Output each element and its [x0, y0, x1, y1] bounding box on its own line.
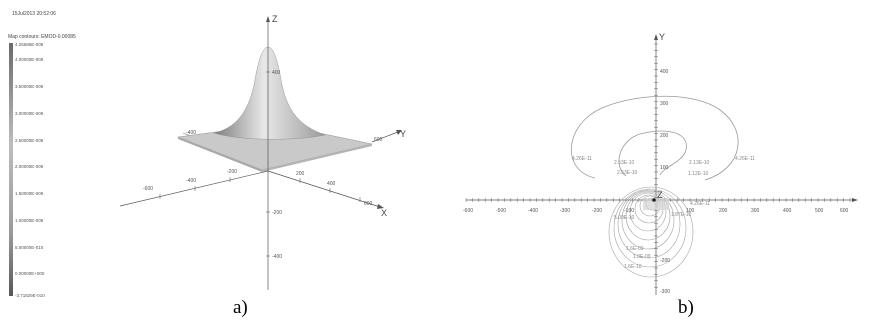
- x-axis-arrow: [377, 204, 384, 209]
- legend-label: 1.50000E-009: [15, 191, 44, 196]
- neg-x-tick-label: -400: [186, 178, 196, 184]
- contour-label: 1.0E-09: [633, 254, 651, 260]
- contour-label: 1.87E-10: [671, 212, 692, 218]
- neg-z-tick-label: -400: [272, 254, 282, 260]
- contour-label: 4.26E-11: [572, 156, 592, 162]
- legend-label: 1.00000E-009: [15, 218, 44, 223]
- contour-inner-upper: [618, 130, 687, 177]
- x-tick-label: 200: [296, 171, 305, 177]
- legend-label: 4.25686E-009: [15, 42, 44, 47]
- z-axis-label: Z: [272, 14, 278, 24]
- x-tick-label: 400: [327, 181, 336, 187]
- y-tick-label: -300: [660, 289, 670, 295]
- y-axis-label: Y: [400, 129, 406, 139]
- x-tick-label: -200: [592, 208, 602, 214]
- legend-label: 2.50000E-009: [15, 138, 44, 143]
- y-tick-label: -200: [660, 258, 670, 264]
- contour-label: 1.6E-09: [626, 246, 644, 252]
- x-tick-label: 600: [364, 201, 373, 207]
- x-tick-label: -100: [624, 208, 634, 214]
- x-tick-label: 500: [815, 208, 824, 214]
- legend-label: 4.00000E-009: [15, 57, 44, 62]
- x-tick-label: -400: [528, 208, 538, 214]
- legend-label: -3.71829E-010: [15, 293, 45, 298]
- x-tick-label: 200: [719, 208, 728, 214]
- x-axis-arrow: [852, 198, 858, 202]
- neg-x-tick-label: -600: [143, 186, 153, 192]
- x-tick-label: 100: [686, 208, 695, 214]
- y-tick-label: 100: [660, 165, 669, 171]
- neg-x-axis: [119, 170, 269, 207]
- contour-core: [643, 198, 669, 210]
- surface-peak: [213, 46, 326, 140]
- x-axis-label: X: [381, 208, 387, 218]
- caption-a: a): [233, 297, 248, 318]
- contour-label: 5.00E-10: [614, 215, 635, 221]
- legend-color-bar: [9, 43, 13, 296]
- x-axis-ticks: [465, 198, 851, 202]
- legend-label: 0.00000E+000: [15, 271, 45, 276]
- x-tick-label: 300: [751, 208, 760, 214]
- y-axis-arrow: [654, 34, 658, 40]
- contour-label: 2.13E-10: [689, 160, 710, 166]
- contour-label: 1.6E-10: [624, 264, 642, 270]
- timestamp: 15Jul2013 20:52:06: [12, 11, 56, 17]
- z-tick-label: 400: [272, 70, 281, 76]
- x-axis: [267, 170, 381, 208]
- z-axis-arrow: [266, 16, 270, 22]
- contour-label: 1.12E-10: [688, 171, 709, 177]
- neg-y-tick-label: -400: [186, 130, 196, 136]
- z-axis-label: Z: [657, 190, 663, 200]
- y-axis: [371, 131, 399, 143]
- x-tick-label: -500: [496, 208, 506, 214]
- y-tick-label: 300: [660, 101, 669, 107]
- contour-label: 4.26E-11: [735, 156, 755, 162]
- x-tick-label: 600: [840, 208, 849, 214]
- legend-label: 2.00000E-009: [15, 164, 44, 169]
- neg-z-tick-label: -200: [272, 210, 282, 216]
- origin-marker: [652, 198, 656, 202]
- surface-3d-plot: Z X Y 200 400 600 -200 -400 -600 600 -40…: [119, 14, 406, 290]
- legend-label: 3.00000E-009: [15, 111, 44, 116]
- surface-edge: [262, 144, 372, 172]
- legend-title: Map contours: EMOD-0.00085: [8, 34, 76, 40]
- legend-label: 3.50000E-009: [15, 84, 44, 89]
- x-axis-ticks: [159, 177, 361, 202]
- y-tick-label: 600: [374, 137, 383, 143]
- contour-label: 4.26E-11: [690, 201, 710, 207]
- y-axis-label: Y: [659, 32, 665, 42]
- legend-label: 5.00000E-010: [15, 245, 44, 250]
- contour-label: 2.53E-10: [614, 160, 635, 166]
- y-tick-label: 200: [660, 133, 669, 139]
- caption-b: b): [678, 297, 694, 318]
- z-axis-ticks: [266, 71, 270, 257]
- y-axis-arrow: [396, 130, 402, 135]
- x-tick-label: -300: [560, 208, 570, 214]
- y-tick-label: 400: [660, 69, 669, 75]
- contour-map-plot: Y Z -600 -500 -400 -300 -200 -100 100 20…: [463, 32, 858, 295]
- contour-outer: [571, 95, 739, 181]
- x-tick-label: 400: [783, 208, 792, 214]
- surface-edge: [178, 137, 262, 172]
- x-tick-label: -600: [463, 208, 473, 214]
- contour-label: 2.53E-10: [617, 170, 638, 176]
- neg-x-tick-label: -200: [227, 169, 237, 175]
- contour-dense-group: [608, 186, 694, 278]
